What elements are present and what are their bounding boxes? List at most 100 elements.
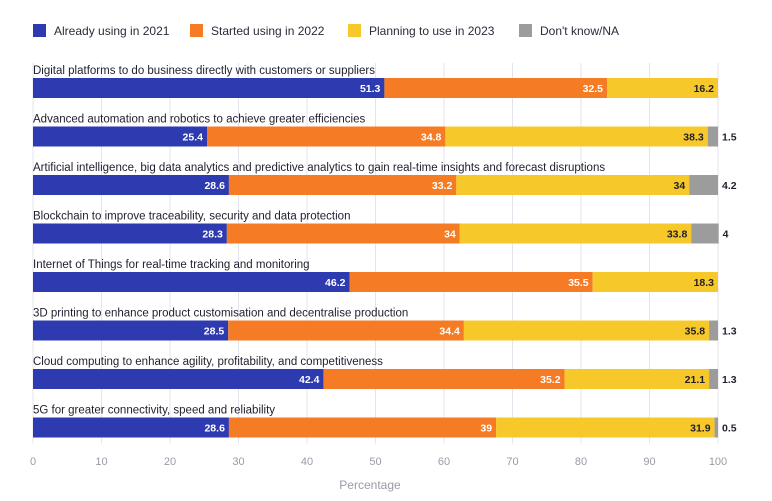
data-label-6-3: 35.8 bbox=[685, 326, 706, 338]
bar-segment-1-2 bbox=[384, 78, 608, 98]
bar-segment-4-4 bbox=[691, 223, 719, 244]
bar-row-1: Digital platforms to do business directl… bbox=[33, 65, 718, 98]
bar-segment-8-1 bbox=[33, 417, 229, 438]
bar-segment-8-3 bbox=[496, 417, 715, 438]
x-tick-label-50: 50 bbox=[369, 456, 381, 468]
data-label-6-4: 1.3 bbox=[722, 326, 737, 338]
x-tick-label-90: 90 bbox=[643, 456, 655, 468]
x-tick-label-20: 20 bbox=[164, 456, 176, 468]
bar-segment-5-1 bbox=[33, 272, 350, 292]
data-label-5-2: 35.5 bbox=[568, 277, 589, 289]
x-tick-label-40: 40 bbox=[301, 456, 313, 468]
bar-segment-3-3 bbox=[456, 175, 690, 195]
data-label-4-3: 33.8 bbox=[667, 229, 688, 241]
data-label-6-1: 28.5 bbox=[204, 326, 225, 338]
data-label-3-4: 4.2 bbox=[722, 180, 737, 192]
x-tick-label-100: 100 bbox=[709, 456, 727, 468]
x-tick-label-0: 0 bbox=[30, 456, 36, 468]
data-label-8-4: 0.5 bbox=[722, 423, 737, 435]
bar-segment-1-3 bbox=[607, 78, 718, 98]
data-label-7-2: 35.2 bbox=[540, 374, 561, 386]
bar-segment-3-1 bbox=[33, 175, 229, 195]
category-label-8: 5G for greater connectivity, speed and r… bbox=[33, 405, 275, 417]
bar-segment-5-2 bbox=[349, 272, 593, 292]
bar-segment-7-2 bbox=[323, 369, 565, 389]
category-label-6: 3D printing to enhance product customisa… bbox=[33, 308, 408, 320]
data-label-3-3: 34 bbox=[674, 180, 686, 192]
category-label-4: Blockchain to improve traceability, secu… bbox=[33, 211, 350, 223]
bar-segment-7-3 bbox=[564, 369, 710, 389]
bar-row-3: Artificial intelligence, big data analyt… bbox=[33, 162, 737, 195]
data-label-1-1: 51.3 bbox=[360, 83, 381, 95]
data-label-2-2: 34.8 bbox=[421, 132, 442, 144]
data-label-2-4: 1.5 bbox=[722, 132, 737, 144]
bar-segment-3-2 bbox=[228, 175, 457, 195]
x-axis: 0 10 20 30 40 50 60 70 80 90 100 bbox=[30, 456, 727, 468]
data-label-3-1: 28.6 bbox=[204, 180, 225, 192]
legend-label-2: Started using in 2022 bbox=[211, 24, 325, 38]
data-label-5-3: 18.3 bbox=[694, 277, 715, 289]
data-label-7-1: 42.4 bbox=[299, 374, 320, 386]
bar-segment-8-4 bbox=[714, 417, 718, 438]
data-label-8-3: 31.9 bbox=[690, 423, 711, 435]
data-label-1-2: 32.5 bbox=[583, 83, 604, 95]
legend-label-3: Planning to use in 2023 bbox=[369, 24, 495, 38]
data-label-7-4: 1.3 bbox=[722, 374, 737, 386]
x-tick-label-60: 60 bbox=[438, 456, 450, 468]
bar-segment-6-4 bbox=[709, 320, 718, 341]
data-label-6-2: 34.4 bbox=[439, 326, 460, 338]
x-tick-label-10: 10 bbox=[95, 456, 107, 468]
data-label-1-3: 16.2 bbox=[694, 83, 715, 95]
bars: Digital platforms to do business directl… bbox=[33, 65, 737, 438]
bar-segment-4-3 bbox=[459, 223, 692, 244]
data-label-2-1: 25.4 bbox=[183, 132, 204, 144]
bar-segment-4-1 bbox=[33, 223, 227, 244]
x-axis-title: Percentage bbox=[339, 478, 401, 492]
legend-swatch-1 bbox=[33, 24, 46, 37]
data-label-8-2: 39 bbox=[480, 423, 492, 435]
legend: Already using in 2021 Started using in 20… bbox=[33, 24, 619, 38]
x-tick-label-30: 30 bbox=[232, 456, 244, 468]
data-label-2-3: 38.3 bbox=[683, 132, 704, 144]
data-label-5-1: 46.2 bbox=[325, 277, 346, 289]
bar-segment-2-1 bbox=[33, 126, 207, 147]
bar-segment-2-3 bbox=[445, 126, 708, 147]
x-tick-label-70: 70 bbox=[506, 456, 518, 468]
data-label-4-2: 34 bbox=[444, 229, 456, 241]
legend-swatch-4 bbox=[519, 24, 532, 37]
bar-segment-7-1 bbox=[33, 369, 324, 389]
category-label-1: Digital platforms to do business directl… bbox=[33, 65, 375, 77]
bar-segment-6-2 bbox=[228, 320, 464, 341]
category-label-3: Artificial intelligence, big data analyt… bbox=[33, 162, 605, 174]
legend-label-4: Don't know/NA bbox=[540, 24, 619, 38]
bar-segment-2-4 bbox=[707, 126, 718, 147]
data-label-7-3: 21.1 bbox=[685, 374, 706, 386]
data-label-4-1: 28.3 bbox=[202, 229, 223, 241]
bar-row-6: 3D printing to enhance product customisa… bbox=[33, 308, 737, 341]
data-label-8-1: 28.6 bbox=[204, 423, 225, 435]
bar-row-7: Cloud computing to enhance agility, prof… bbox=[33, 356, 737, 389]
bar-row-2: Advanced automation and robotics to achi… bbox=[33, 114, 737, 147]
bar-segment-5-3 bbox=[592, 272, 718, 292]
bar-row-8: 5G for greater connectivity, speed and r… bbox=[33, 405, 737, 438]
category-label-7: Cloud computing to enhance agility, prof… bbox=[33, 356, 383, 368]
bar-segment-4-2 bbox=[226, 223, 460, 244]
bar-segment-6-3 bbox=[463, 320, 710, 341]
legend-swatch-2 bbox=[190, 24, 203, 37]
category-label-2: Advanced automation and robotics to achi… bbox=[33, 114, 365, 126]
category-label-5: Internet of Things for real-time trackin… bbox=[33, 259, 310, 271]
data-label-4-4: 4 bbox=[723, 229, 729, 241]
bar-row-5: Internet of Things for real-time trackin… bbox=[33, 259, 718, 292]
bar-segment-2-2 bbox=[206, 126, 446, 147]
bar-segment-3-4 bbox=[689, 175, 718, 195]
legend-swatch-3 bbox=[348, 24, 361, 37]
bar-segment-8-2 bbox=[228, 417, 497, 438]
bar-segment-6-1 bbox=[33, 320, 229, 341]
bar-row-4: Blockchain to improve traceability, secu… bbox=[33, 211, 729, 244]
legend-label-1: Already using in 2021 bbox=[54, 24, 170, 38]
x-tick-label-80: 80 bbox=[575, 456, 587, 468]
data-label-3-2: 33.2 bbox=[432, 180, 453, 192]
bar-segment-7-4 bbox=[709, 369, 718, 389]
bar-segment-1-1 bbox=[33, 78, 385, 98]
